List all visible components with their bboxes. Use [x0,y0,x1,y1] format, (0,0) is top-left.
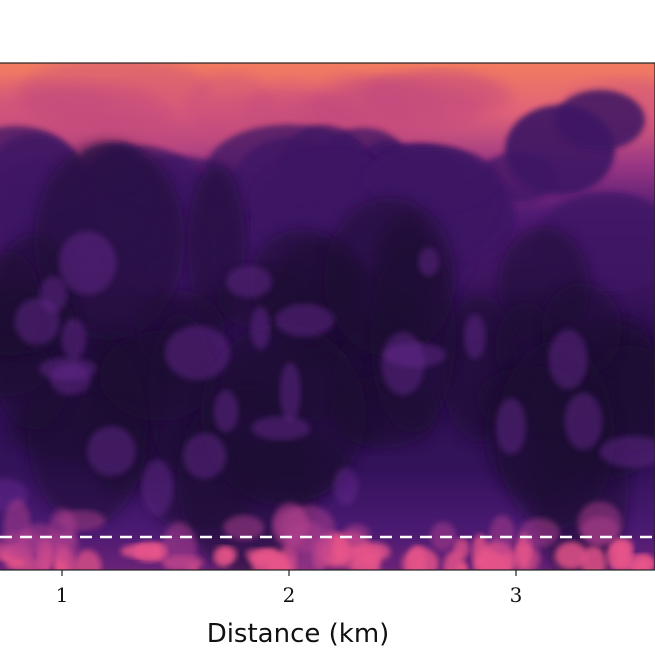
swirl-blob [251,416,311,441]
surface-plume-blob [272,502,308,549]
x-axis-label: Distance (km) [207,619,390,649]
swirl-blob [58,231,117,295]
core-blob [496,341,615,530]
surface-plume-blob [17,523,61,570]
swirl-blob [564,392,603,450]
surface-hot-blob [453,537,470,559]
plot-frame [0,62,655,571]
surface-hot-blob [73,549,102,570]
swirl-blob [61,318,87,360]
core-blob [33,141,185,341]
swirl-blob [418,247,440,277]
swirl-blob [250,306,271,350]
surface-plume-blob [518,518,560,548]
core-blob [324,197,457,357]
swirl-blob [141,459,174,516]
core-blob [200,323,366,506]
swirl-blob [87,426,136,476]
surface-hot-blob [554,541,588,570]
plot-area [0,63,655,570]
surface-hot-blob [221,546,238,563]
swirl-blob [38,357,97,381]
surface-plume-blob [161,522,197,570]
surface-hot-blob [252,548,290,570]
surface-hot-blob [402,547,439,570]
swirl-blob [164,325,231,380]
plume-field [0,63,655,570]
swirl-blob [183,433,227,479]
swirl-blob [599,435,655,468]
x-tick-label: 2 [283,583,296,607]
x-axis: 1 2 3 [56,570,523,607]
surface-plume-blob [53,529,79,563]
swirl-blob [464,314,486,360]
plume-blob [364,147,499,211]
swirl-blob [383,342,447,368]
surface-hot-blob [510,542,540,570]
upper-fade-blob [0,80,113,141]
surface-hot-blob [612,554,655,570]
plume-blob [555,90,645,150]
surface-plume-blob [489,515,516,555]
x-tick-label: 3 [510,583,523,607]
upper-fade-blob [309,80,481,140]
x-tick-label: 1 [56,583,69,607]
swirl-blob [548,329,588,390]
surface-hot-blob [581,545,606,570]
surface-plume-blob [581,516,619,545]
swirl-blob [333,467,359,506]
swirl-blob [226,265,272,298]
swirl-blob [213,390,239,433]
surface-plume-blob [223,515,265,541]
surface-hot-blob [120,544,164,559]
swirl-blob [495,398,526,455]
surface-hot-blob [456,562,469,570]
swirl-blob [274,303,335,337]
swirl-blob [39,276,68,313]
swirl-blob [279,362,301,422]
surface-plume-blob [343,523,371,546]
surface-hot-blob [471,534,489,569]
